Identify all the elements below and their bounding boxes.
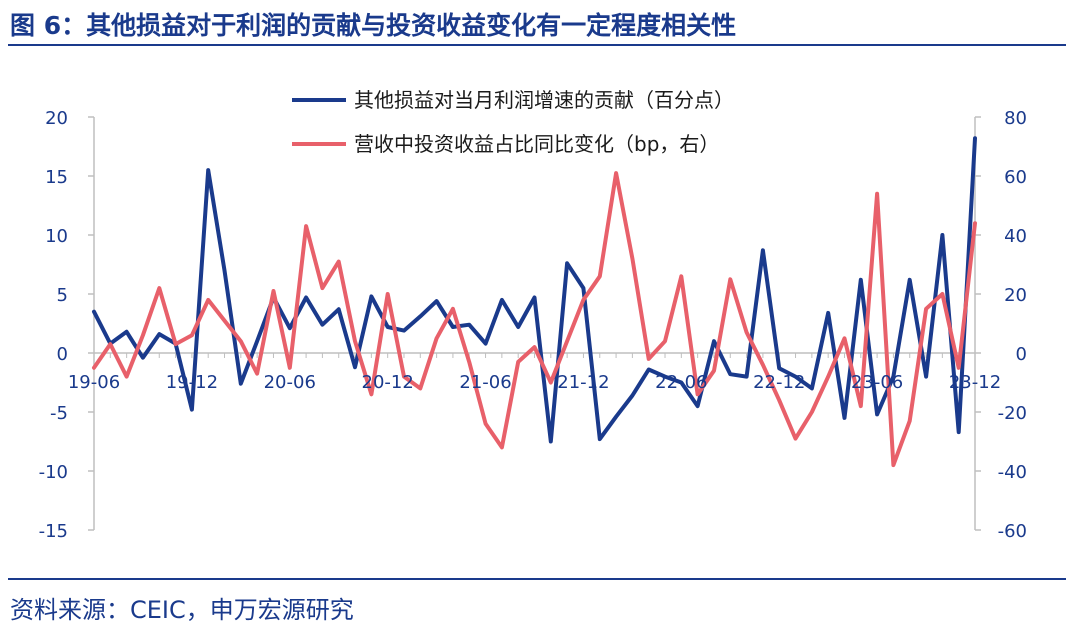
chart-title: 图 6：其他损益对于利润的贡献与投资收益变化有一定程度相关性 xyxy=(10,11,737,40)
x-tick-label: 20-12 xyxy=(362,372,414,393)
right-tick-label: 0 xyxy=(1016,344,1027,365)
right-tick-label: 80 xyxy=(1004,108,1027,129)
right-tick-label: -40 xyxy=(998,462,1027,483)
x-tick-label: 19-12 xyxy=(166,372,218,393)
x-tick-label: 23-12 xyxy=(949,372,1001,393)
x-tick-label: 20-06 xyxy=(264,372,316,393)
chart-axes: -15 -10 -5 0 5 10 15 20 -60 -40 -20 0 20 40 60 80 xyxy=(39,108,1027,542)
x-tick-label: 23-06 xyxy=(851,372,903,393)
left-tick-label: 0 xyxy=(57,344,68,365)
right-tick-label: 20 xyxy=(1004,285,1027,306)
right-tick-label: -20 xyxy=(998,403,1027,424)
left-tick-label: -10 xyxy=(39,462,68,483)
right-tick-label: 40 xyxy=(1004,226,1027,247)
left-tick-label: -15 xyxy=(39,521,68,542)
chart-legend: 其他损益对当月利润增速的贡献（百分点） 营收中投资收益占比同比变化（bp，右） xyxy=(292,88,734,156)
x-tick-label: 19-06 xyxy=(68,372,120,393)
right-tick-label: 60 xyxy=(1004,167,1027,188)
left-tick-label: 10 xyxy=(45,226,68,247)
left-tick-label: -5 xyxy=(50,403,68,424)
legend-label-primary: 其他损益对当月利润增速的贡献（百分点） xyxy=(354,88,734,112)
legend-label-secondary: 营收中投资收益占比同比变化（bp，右） xyxy=(354,132,719,156)
dual-axis-line-chart: -15 -10 -5 0 5 10 15 20 -60 -40 -20 0 20 40 60 80 19-06… xyxy=(39,88,1027,542)
x-tick-label: 21-06 xyxy=(459,372,511,393)
chart-series xyxy=(92,136,977,468)
x-tick-label: 22-06 xyxy=(655,372,707,393)
left-tick-label: 15 xyxy=(45,167,68,188)
right-tick-label: -60 xyxy=(998,521,1027,542)
x-tick-label: 21-12 xyxy=(557,372,609,393)
source-rule xyxy=(8,578,1066,580)
title-rule xyxy=(8,44,1066,46)
x-axis-labels: 19-06 19-12 20-06 20-12 21-06 21-12 22-06 22-12… xyxy=(68,372,1001,393)
left-tick-label: 5 xyxy=(57,285,68,306)
source-note: 资料来源：CEIC，申万宏源研究 xyxy=(10,596,354,624)
x-tick-label: 22-12 xyxy=(753,372,805,393)
left-tick-label: 20 xyxy=(45,108,68,129)
series-line-primary xyxy=(92,136,977,444)
series-line-secondary xyxy=(92,171,977,468)
